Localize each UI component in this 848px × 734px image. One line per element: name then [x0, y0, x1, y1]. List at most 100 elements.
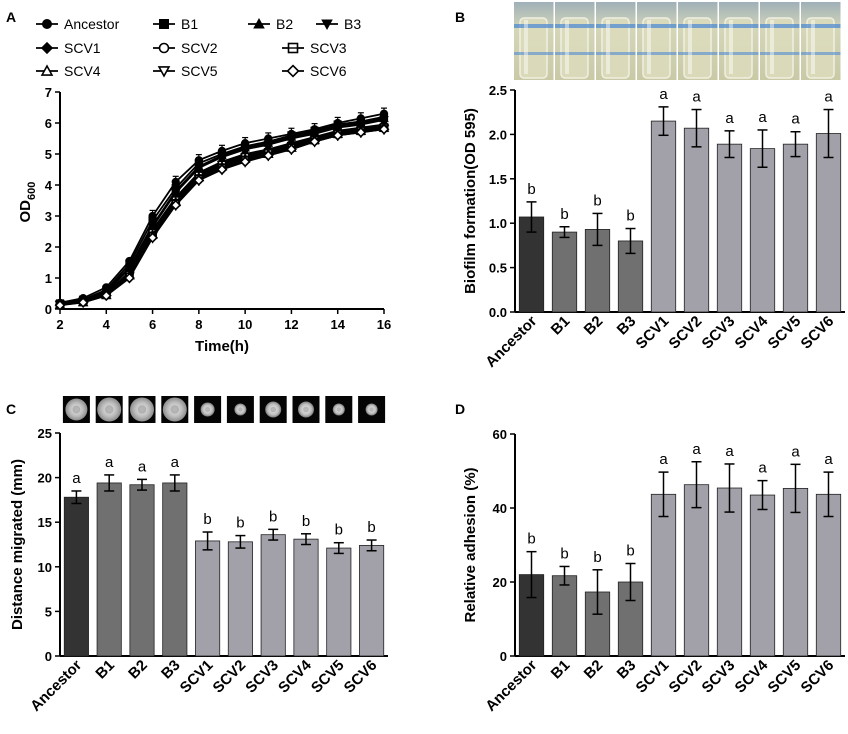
tube-rack-band — [596, 52, 636, 55]
legend-entry-scv1: SCV1 — [36, 40, 101, 56]
legend-label: B1 — [181, 16, 198, 32]
panel-b-bar — [551, 231, 578, 313]
panel-d-label: D — [455, 401, 465, 417]
panel-a-point — [193, 174, 205, 186]
panel-a-y-tick-label: 0 — [45, 302, 52, 317]
panel-b-bar-scv2: a — [683, 89, 710, 313]
panel-d-significance-letter: b — [560, 545, 568, 562]
tube-photo-7 — [760, 2, 800, 80]
panel-c-significance-letter: b — [335, 522, 343, 539]
panel-d-x-tick-label: SCV2 — [666, 657, 706, 697]
panel-b-x-tick-label: SCV5 — [765, 313, 805, 353]
panel-c-significance-letter: b — [269, 508, 277, 525]
panel-b-bar — [749, 148, 776, 313]
panel-b-y-tick-label: 2.0 — [489, 127, 507, 142]
panel-a-x-axis-title: Time(h) — [195, 338, 249, 355]
panel-c-bar — [63, 496, 89, 657]
panel-c-y-tick-label: 10 — [38, 560, 52, 575]
panel-c-y-tick-label: 25 — [38, 426, 52, 441]
panel-d-bar-scv1: a — [650, 451, 677, 657]
colony-image-2 — [95, 396, 123, 423]
tube-photo-6 — [719, 2, 759, 80]
panel-d-y-axis-title: Relative adhesion (%) — [462, 467, 479, 622]
panel-b-significance-letter: b — [560, 206, 568, 223]
legend-marker — [286, 64, 300, 78]
colony-center — [238, 407, 243, 412]
panel-b-bar — [650, 120, 677, 313]
legend-label: B3 — [344, 16, 361, 32]
panel-d-significance-letter: b — [527, 531, 535, 548]
colony-center — [205, 407, 211, 412]
panel-d-x-tick-label: B2 — [581, 657, 607, 683]
tube-rack-band — [514, 24, 554, 28]
tube-rack-band — [678, 24, 718, 28]
legend-entry-scv4: SCV4 — [36, 63, 101, 79]
panel-c-label: C — [6, 401, 16, 417]
panel-b-significance-letter: b — [527, 181, 535, 198]
colony-center — [336, 407, 341, 412]
tube-rack-band — [719, 52, 759, 55]
panel-b-biofilm-chart: 0.0 0.5 1.0 1.5 2.0 2.5 Biofilm formation(OD 5… — [462, 83, 845, 371]
panel-c-y-axis-title: Distance migrated (mm) — [9, 459, 26, 630]
colony-center — [105, 405, 114, 414]
panel-d-bar — [551, 575, 578, 657]
legend-marker — [158, 42, 170, 54]
tube-highlight — [606, 20, 610, 74]
colony-center — [270, 406, 277, 413]
tube-highlight — [811, 20, 815, 74]
panel-c-bar-b3: a — [162, 454, 188, 657]
legend-marker — [40, 41, 54, 55]
panel-a-y-tick-label: 4 — [45, 178, 53, 193]
panel-c-bar — [326, 547, 352, 657]
panel-b-significance-letter: a — [659, 86, 668, 103]
legend-marker — [321, 19, 333, 30]
panel-a-point — [378, 123, 390, 135]
panel-d-bar-b3: b — [617, 543, 644, 657]
panel-a-point — [262, 150, 274, 162]
panel-b-y-tick-label: 0.5 — [489, 261, 507, 276]
panel-a-point — [332, 129, 344, 141]
panel-d-bar-ancestor: b — [518, 531, 545, 657]
legend-entry-scv2: SCV2 — [153, 40, 218, 56]
tube-rack-band — [555, 24, 595, 28]
panel-c-bar-scv6: b — [359, 519, 385, 657]
panel-a-y-tick-label: 5 — [45, 147, 52, 162]
tube-rack-band — [760, 24, 800, 28]
panel-c-bar — [129, 484, 155, 657]
panel-c-bar — [293, 538, 319, 657]
panel-c-significance-letter: a — [105, 454, 114, 471]
legend-label: SCV4 — [64, 63, 101, 79]
panel-b-bar-scv3: a — [716, 110, 743, 313]
colony-image-5 — [194, 396, 222, 423]
panel-a-point — [77, 297, 89, 308]
panel-a-point — [216, 164, 228, 175]
panel-a-point — [54, 299, 66, 311]
colony-center — [170, 405, 179, 414]
panel-d-bar — [782, 487, 809, 657]
panel-c-colony-photos — [62, 396, 386, 423]
panel-b-x-tick-label: Ancestor — [482, 313, 540, 371]
panel-a-series-b1 — [55, 112, 389, 308]
panel-a-y-axis-title: OD600 — [17, 182, 38, 223]
legend-label: SCV6 — [310, 63, 347, 79]
panel-b-label: B — [455, 9, 465, 25]
colony-image-10 — [358, 396, 386, 423]
panel-a-x-tick-label: 12 — [284, 317, 298, 332]
panel-c-bar-scv3: b — [260, 508, 286, 657]
panel-b-bar — [683, 127, 710, 313]
colony-image-3 — [128, 396, 156, 423]
panel-b-bar-b1: b — [551, 206, 578, 313]
panel-c-x-tick-label: SCV1 — [177, 657, 217, 697]
panel-b-bar-ancestor: b — [518, 181, 545, 313]
panel-d-y-tick-label: 0 — [500, 649, 507, 664]
panel-b-significance-letter: b — [626, 208, 634, 225]
panel-d-bar-b2: b — [584, 549, 611, 657]
legend-marker — [157, 66, 171, 78]
panel-c-x-tick-label: B3 — [158, 657, 184, 683]
legend-marker — [40, 64, 54, 76]
panel-b-bar-b2: b — [584, 192, 611, 313]
panel-d-significance-letter: a — [758, 460, 767, 477]
panel-a-label: A — [6, 9, 16, 25]
panel-d-y-tick-label: 20 — [493, 575, 507, 590]
